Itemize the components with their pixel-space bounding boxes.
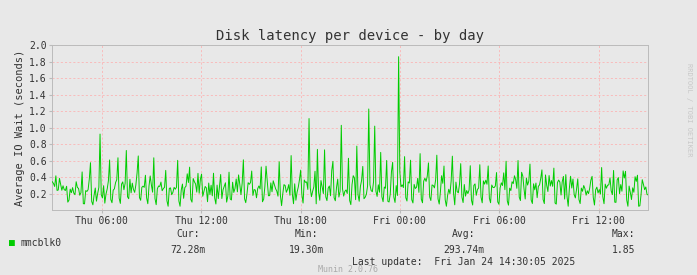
Text: Min:: Min: bbox=[295, 229, 319, 239]
Text: ■: ■ bbox=[9, 238, 15, 248]
Text: Last update:  Fri Jan 24 14:30:05 2025: Last update: Fri Jan 24 14:30:05 2025 bbox=[352, 257, 575, 267]
Text: 72.28m: 72.28m bbox=[171, 245, 206, 255]
Text: Avg:: Avg: bbox=[452, 229, 475, 239]
Text: Munin 2.0.76: Munin 2.0.76 bbox=[319, 265, 378, 274]
Y-axis label: Average IO Wait (seconds): Average IO Wait (seconds) bbox=[15, 50, 25, 206]
Text: 19.30m: 19.30m bbox=[289, 245, 324, 255]
Text: 293.74m: 293.74m bbox=[443, 245, 484, 255]
Title: Disk latency per device - by day: Disk latency per device - by day bbox=[216, 29, 484, 43]
Text: 1.85: 1.85 bbox=[612, 245, 636, 255]
Text: Max:: Max: bbox=[612, 229, 636, 239]
Text: mmcblk0: mmcblk0 bbox=[21, 238, 62, 248]
Text: RRDTOOL / TOBI OETIKER: RRDTOOL / TOBI OETIKER bbox=[686, 63, 692, 157]
Text: Cur:: Cur: bbox=[176, 229, 200, 239]
